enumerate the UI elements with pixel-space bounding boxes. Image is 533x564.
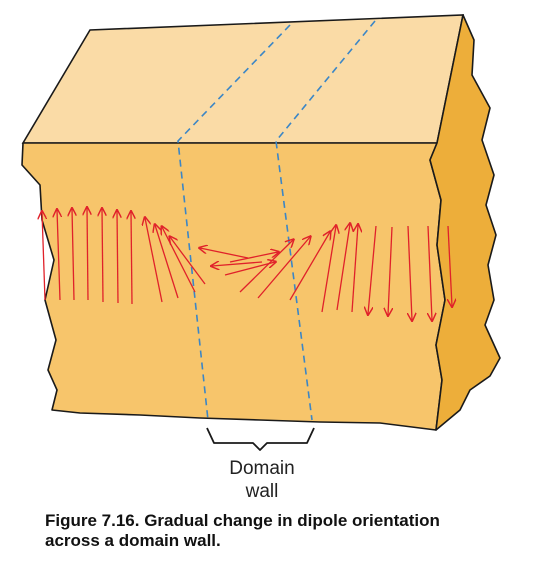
dipole-arrow bbox=[102, 209, 103, 303]
figure-caption: Figure 7.16. Gradual change in dipole or… bbox=[45, 511, 525, 551]
dipole-arrow bbox=[200, 248, 249, 259]
dipole-arrow bbox=[117, 211, 118, 304]
caption-line-1: Figure 7.16. Gradual change in dipole or… bbox=[45, 511, 440, 530]
dipole-arrow bbox=[368, 225, 377, 314]
dipole-arrow bbox=[351, 225, 358, 313]
dipole-arrow bbox=[162, 227, 196, 293]
wall-right-boundary bbox=[275, 20, 376, 421]
dipole-arrow bbox=[448, 225, 452, 306]
domain-wall-label-line-1: Domain bbox=[229, 458, 294, 479]
block-side-face bbox=[429, 14, 501, 431]
domain-wall-diagram: Domain wall bbox=[21, 14, 501, 502]
dipole-arrow bbox=[229, 252, 278, 263]
domain-wall-bracket bbox=[206, 427, 315, 451]
dipole-arrow bbox=[72, 209, 74, 301]
dipole-arrow bbox=[428, 225, 432, 320]
dipole-arrow bbox=[170, 237, 206, 285]
dipole-arrow bbox=[408, 225, 412, 320]
dipole-arrows bbox=[42, 208, 452, 320]
dipole-arrow bbox=[336, 224, 350, 311]
block-top-face bbox=[21, 14, 464, 144]
dipole-arrow bbox=[289, 232, 330, 301]
dipole-arrow bbox=[155, 225, 179, 299]
domain-wall-boundaries bbox=[177, 20, 376, 421]
dipole-arrow bbox=[131, 212, 132, 305]
dipole-arrow bbox=[212, 262, 263, 266]
block-front-face bbox=[21, 142, 446, 431]
dipole-arrow bbox=[224, 262, 275, 276]
dipole-arrow bbox=[42, 212, 45, 301]
dipole-arrow bbox=[321, 226, 336, 313]
domain-wall-label-line-2: wall bbox=[245, 481, 279, 502]
dipole-arrow bbox=[87, 208, 88, 301]
dipole-arrow bbox=[239, 240, 293, 293]
dipole-arrow bbox=[388, 226, 392, 315]
dipole-arrow bbox=[145, 218, 163, 303]
caption-line-2: across a domain wall. bbox=[45, 531, 221, 550]
dipole-arrow bbox=[57, 210, 60, 301]
wall-left-boundary bbox=[177, 24, 291, 421]
dipole-arrow bbox=[257, 237, 310, 299]
